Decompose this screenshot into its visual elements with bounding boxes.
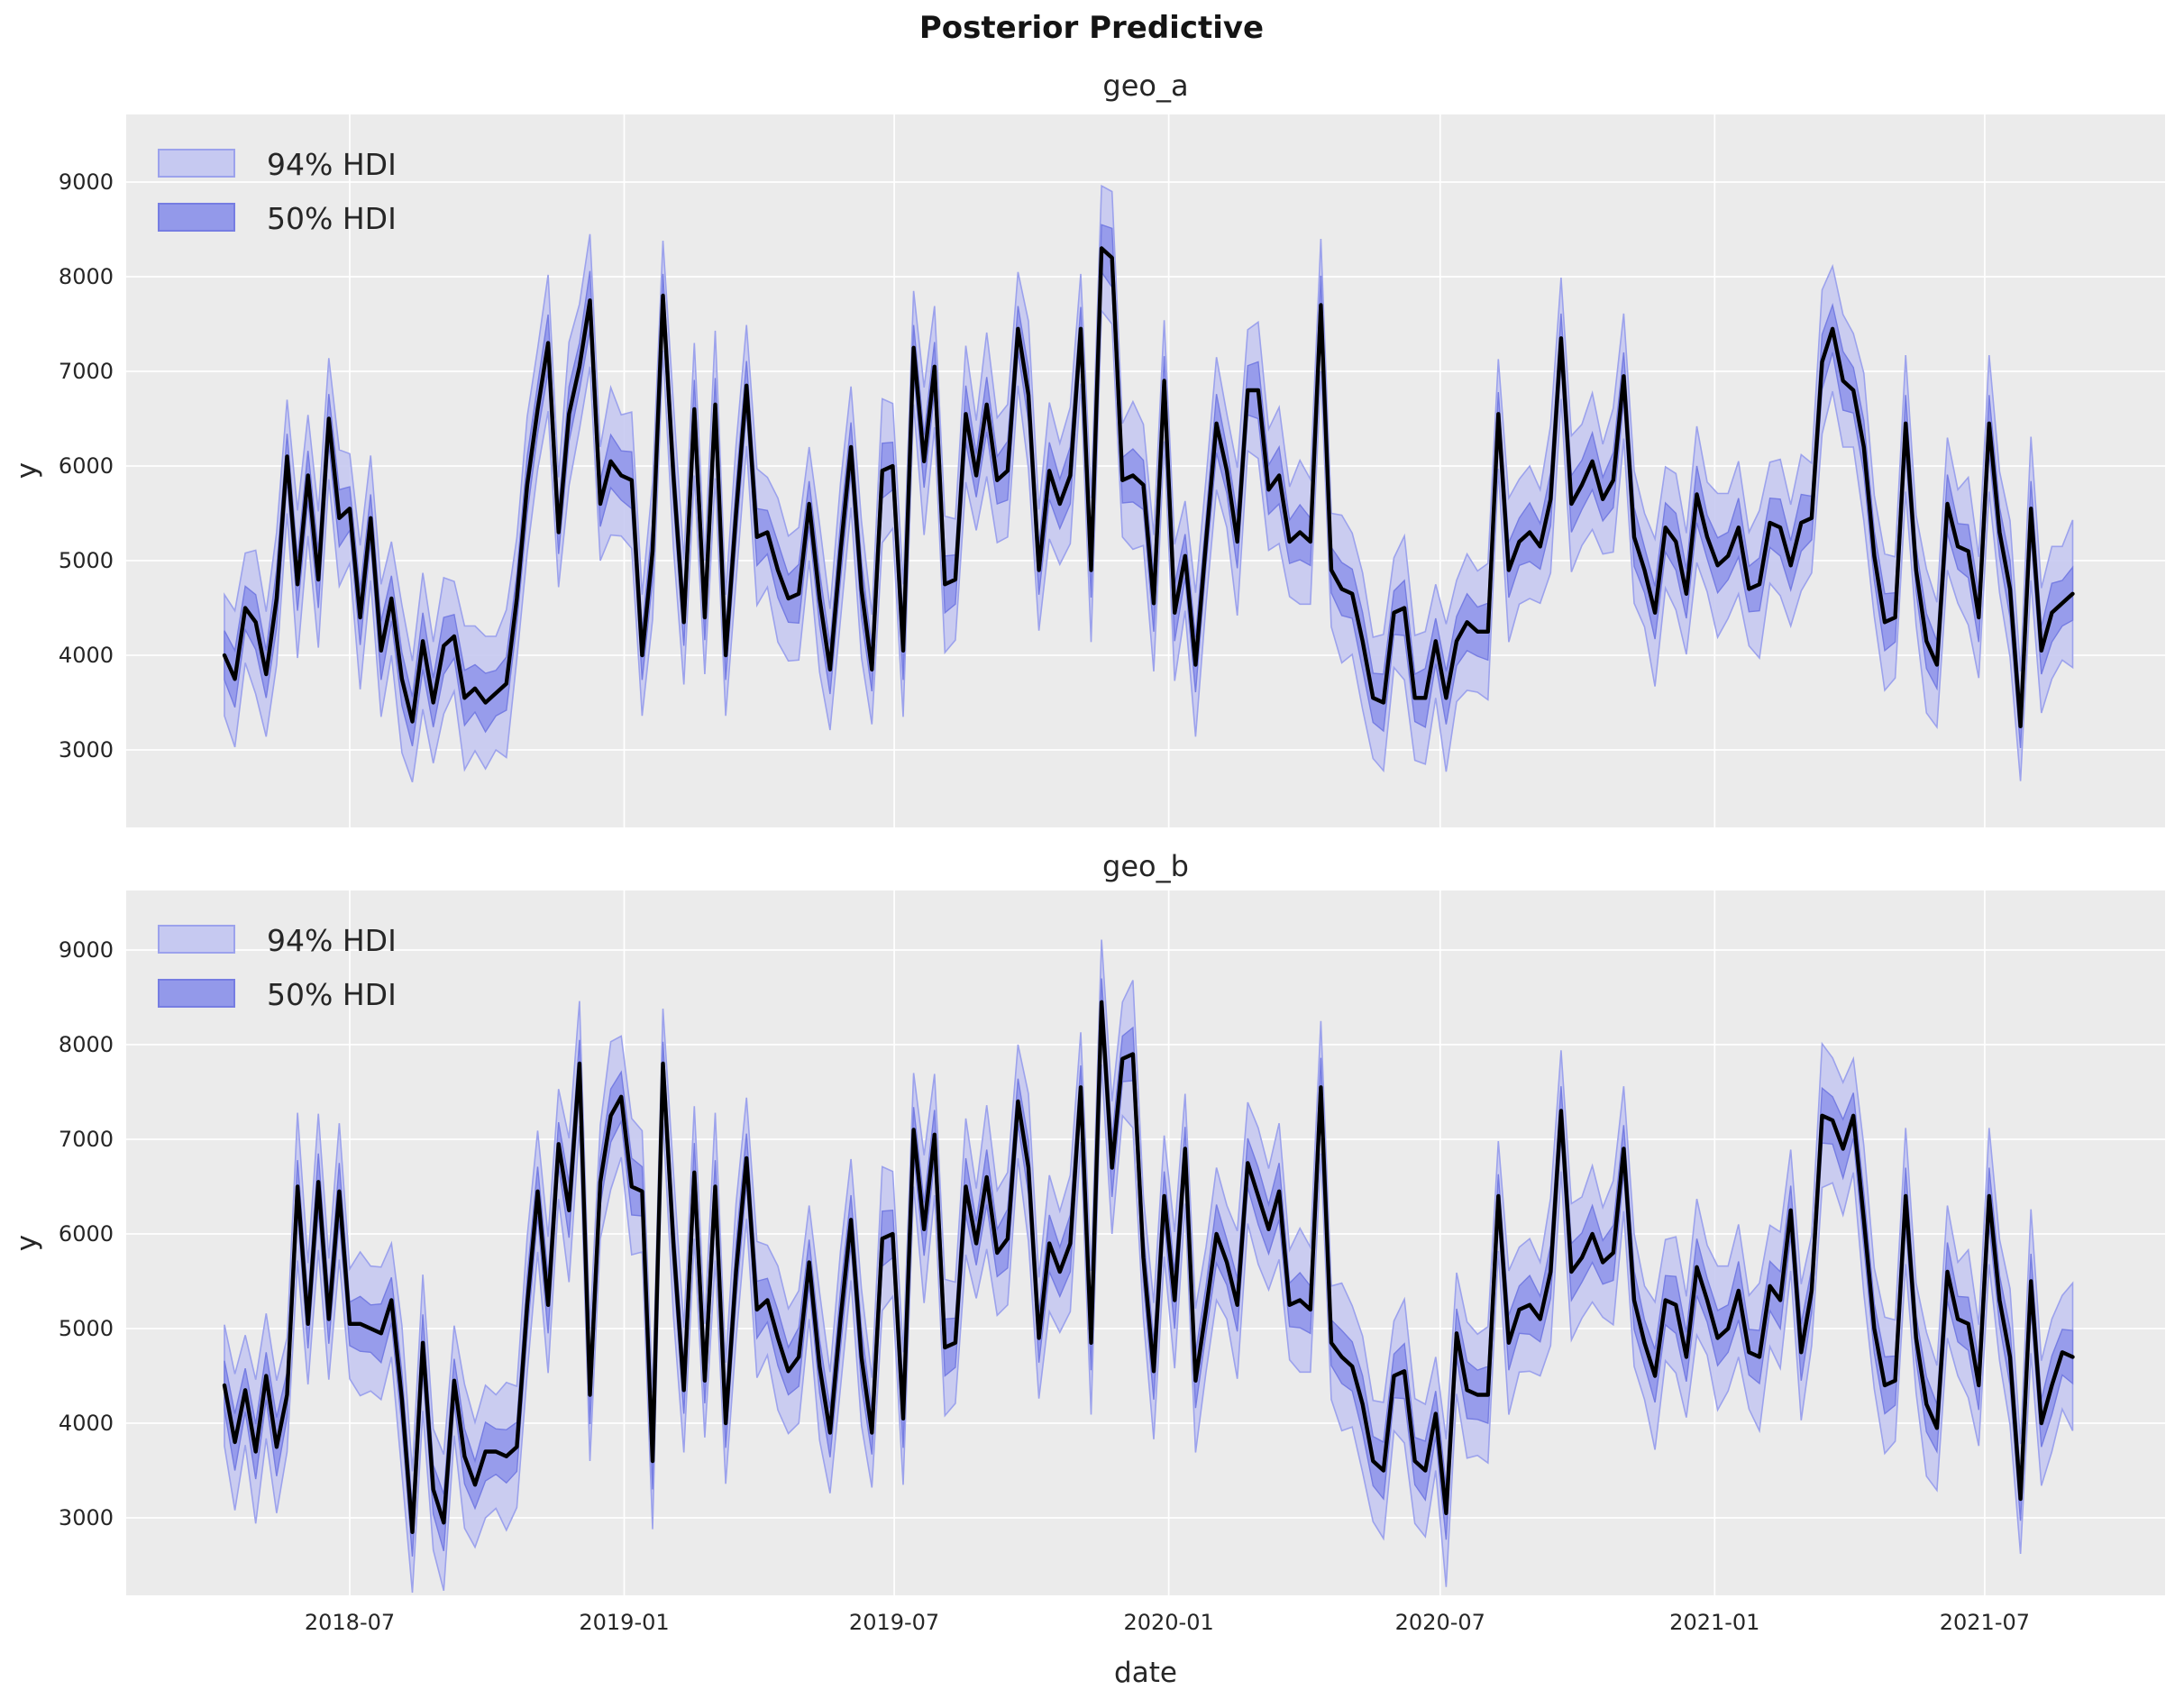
y-axis-label-geo-b: y	[11, 1235, 43, 1251]
y-axis-tick-label: 4000	[59, 643, 114, 668]
x-axis-tick-label: 2021-01	[1669, 1610, 1759, 1635]
hdi94-band-geo-a	[224, 184, 2074, 782]
y-axis-tick-label: 3000	[59, 1505, 114, 1530]
legend-label-50-hdi: 50% HDI	[267, 201, 397, 236]
subplot-title-geo-a: geo_a	[1102, 69, 1188, 103]
x-axis-tick-label: 2019-07	[849, 1610, 939, 1635]
y-axis-tick-label: 7000	[59, 359, 114, 384]
y-axis-tick-label: 5000	[59, 1316, 114, 1341]
x-axis-tick-label: 2020-01	[1123, 1610, 1213, 1635]
y-axis-tick-label: 9000	[59, 169, 114, 195]
observed-mean-line-geo-a	[222, 246, 2075, 728]
x-axis-tick-label: 2018-07	[305, 1610, 395, 1635]
y-axis-tick-label: 6000	[59, 1221, 114, 1247]
legend-geo-b: 94% HDI 50% HDI	[158, 923, 397, 1012]
x-axis-tick-label: 2019-01	[579, 1610, 669, 1635]
y-axis-tick-label: 9000	[59, 937, 114, 963]
legend-label-94-hdi: 94% HDI	[267, 923, 397, 958]
legend-swatch-94-hdi	[158, 149, 235, 178]
legend-swatch-50-hdi	[158, 203, 235, 232]
legend-geo-a: 94% HDI 50% HDI	[158, 147, 397, 236]
figure-suptitle: Posterior Predictive	[919, 10, 1264, 46]
hdi94-band-geo-b	[224, 939, 2074, 1594]
y-axis-tick-label: 8000	[59, 1032, 114, 1057]
y-axis-tick-label: 3000	[59, 737, 114, 763]
observed-mean-line-geo-b	[222, 1000, 2075, 1534]
subplot-geo-a: geo_a 3000 4000 5000 6000 7000 8000 9000 y 94%…	[11, 69, 2165, 827]
y-axis-label-geo-a: y	[11, 462, 43, 479]
y-axis-tick-label: 4000	[59, 1411, 114, 1436]
legend-label-94-hdi: 94% HDI	[267, 147, 397, 182]
x-axis-label: date	[1114, 1657, 1177, 1689]
legend-swatch-50-hdi	[158, 979, 235, 1008]
x-axis-tick-label: 2021-07	[1940, 1610, 2030, 1635]
legend-swatch-94-hdi	[158, 925, 235, 954]
y-axis-tick-labels-geo-a: 3000 4000 5000 6000 7000 8000 9000	[59, 169, 114, 763]
y-axis-tick-label: 8000	[59, 264, 114, 289]
y-axis-tick-label: 7000	[59, 1127, 114, 1152]
subplot-title-geo-b: geo_b	[1102, 849, 1189, 883]
legend-label-50-hdi: 50% HDI	[267, 977, 397, 1012]
subplot-geo-b: geo_b 3000 4000 5000 6000 7000 8000 9000 y 94%…	[11, 849, 2165, 1689]
x-axis-tick-label: 2020-07	[1395, 1610, 1485, 1635]
hdi50-band-geo-a	[224, 224, 2074, 748]
x-axis-tick-labels: 2018-07 2019-01 2019-07 2020-01 2020-07 2021-…	[305, 1610, 2030, 1635]
y-axis-tick-label: 5000	[59, 548, 114, 573]
y-axis-tick-labels-geo-b: 3000 4000 5000 6000 7000 8000 9000	[59, 937, 114, 1530]
y-axis-tick-label: 6000	[59, 453, 114, 479]
